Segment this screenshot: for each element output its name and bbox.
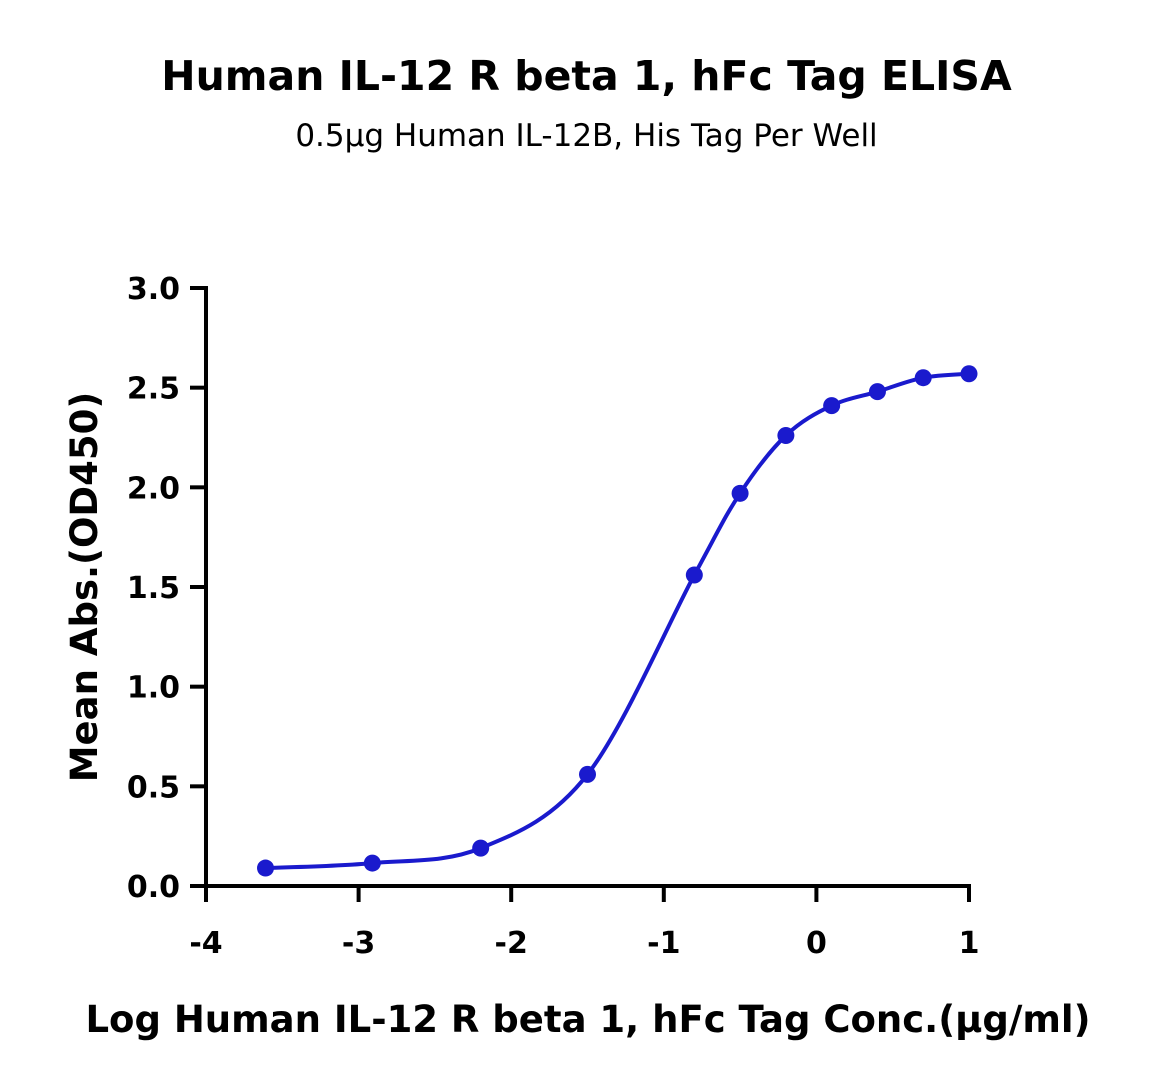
y-tick-label: 3.0 [127,272,180,307]
x-tick-label: -1 [647,926,680,961]
data-point [472,839,490,857]
data-point [823,397,841,415]
x-tick-label: -2 [495,926,528,961]
y-tick-label: 0.0 [127,870,180,905]
y-tick-label: 2.0 [127,471,180,506]
y-tick-label: 2.5 [127,372,180,407]
x-axis-label: Log Human IL-12 R beta 1, hFc Tag Conc.(… [85,998,1090,1041]
y-tick-label: 1.0 [127,671,180,706]
data-point [914,369,932,387]
x-tick-label: 0 [806,926,827,961]
chart-subtitle: 0.5μg Human IL-12B, His Tag Per Well [295,118,878,154]
data-point [868,383,886,401]
data-point [363,854,381,872]
y-tick-label: 0.5 [127,770,180,805]
fit-curve [265,371,970,871]
y-axis-label: Mean Abs.(OD450) [63,392,106,783]
data-point [960,365,978,383]
data-point [731,484,749,502]
chart-title: Human IL-12 R beta 1, hFc Tag ELISA [161,52,1012,100]
data-point [685,566,703,584]
data-point [579,765,596,783]
data-point [777,427,795,445]
data-point [257,859,275,877]
x-tick-label: -4 [189,926,222,961]
x-tick-label: 1 [959,926,980,961]
x-tick-label: -3 [342,926,375,961]
y-tick-label: 1.5 [127,571,180,606]
